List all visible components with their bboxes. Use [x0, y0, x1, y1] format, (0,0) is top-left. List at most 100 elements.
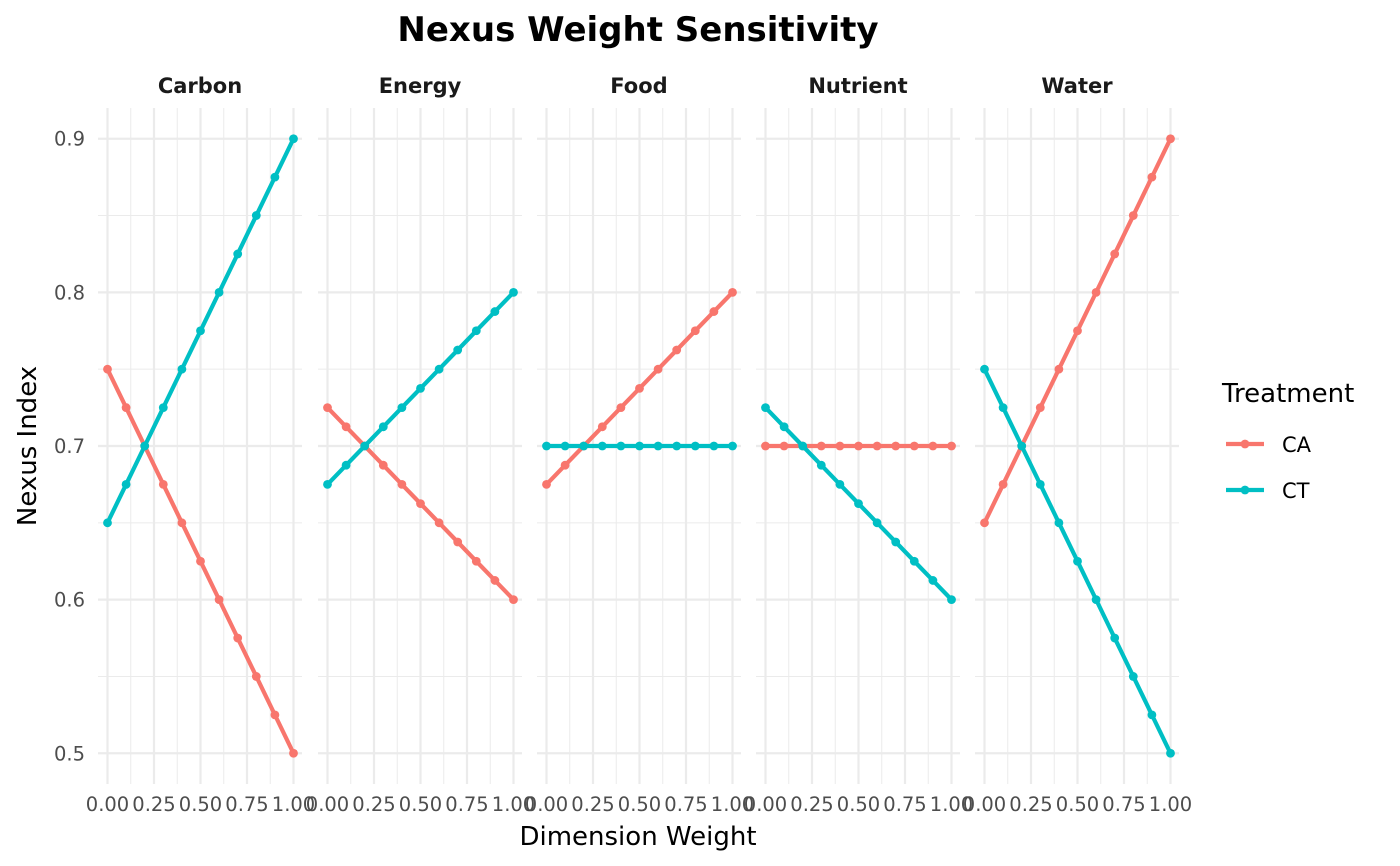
x-tick-label: 0.00 — [744, 793, 787, 816]
data-point — [690, 441, 700, 451]
data-point — [672, 345, 682, 355]
facet-panel-energy: Energy 0.00 0.25 0.50 0.75 1.00 — [306, 74, 535, 816]
x-tick-label: 1.00 — [711, 793, 754, 816]
legend-key-point — [1240, 439, 1250, 449]
x-tick-label: 0.25 — [132, 793, 175, 816]
data-point — [816, 441, 826, 451]
data-point — [434, 364, 444, 374]
data-point — [1035, 480, 1045, 489]
data-point — [397, 480, 407, 489]
data-point — [928, 441, 938, 451]
legend-item-ca: CA — [1226, 433, 1312, 457]
data-point — [140, 441, 150, 451]
data-point — [728, 441, 737, 451]
series-ct — [542, 441, 737, 451]
data-point — [816, 460, 826, 470]
x-tick-label: 1.00 — [492, 793, 535, 816]
series-ca — [542, 287, 737, 489]
data-point — [709, 441, 719, 451]
data-point — [653, 364, 663, 374]
legend-label: CT — [1282, 479, 1310, 503]
data-point — [998, 403, 1008, 412]
data-point — [471, 326, 481, 336]
x-tick-label: 1.00 — [272, 793, 315, 816]
data-point — [397, 403, 407, 412]
data-point — [1110, 633, 1120, 643]
x-tick-label: 0.00 — [963, 793, 1006, 816]
data-point — [378, 422, 388, 432]
x-tick-label: 0.25 — [352, 793, 395, 816]
x-tick-label: 0.25 — [1009, 793, 1052, 816]
data-point — [416, 383, 425, 393]
data-point — [1128, 672, 1138, 681]
data-point — [998, 480, 1008, 489]
data-point — [635, 441, 644, 451]
data-point — [196, 326, 205, 336]
x-tick-label: 0.75 — [445, 793, 488, 816]
data-point — [270, 710, 280, 720]
x-tick-label: 0.50 — [1056, 793, 1099, 816]
chart-title: Nexus Weight Sensitivity — [397, 10, 878, 50]
data-point — [560, 441, 570, 451]
data-point — [251, 211, 261, 220]
data-point — [214, 595, 224, 605]
x-tick-label: 1.00 — [1149, 793, 1192, 816]
facet-panel-carbon: Carbon 0.00 0.25 0.50 0.75 1.00 — [86, 74, 315, 816]
data-point — [1166, 134, 1175, 144]
y-axis-ticks: 0.5 0.6 0.7 0.8 0.9 — [54, 128, 85, 766]
series-ct — [761, 403, 956, 605]
facet-panel-food: Food 0.00 0.25 0.50 0.75 1.00 — [525, 74, 754, 816]
data-point — [854, 441, 863, 451]
x-tick-label: 0.50 — [837, 793, 880, 816]
legend-title: Treatment — [1221, 379, 1354, 409]
x-tick-label: 0.00 — [306, 793, 349, 816]
data-point — [542, 441, 551, 451]
y-tick-label: 0.5 — [54, 742, 85, 765]
series-ca — [323, 403, 518, 605]
y-tick-label: 0.7 — [54, 435, 85, 458]
data-point — [289, 748, 298, 758]
data-point — [177, 518, 187, 528]
data-point — [947, 595, 956, 605]
y-tick-label: 0.6 — [54, 589, 85, 612]
facet-panel-water: Water 0.00 0.25 0.50 0.75 1.00 — [963, 74, 1192, 816]
data-point — [434, 518, 444, 528]
data-point — [835, 441, 845, 451]
data-point — [416, 499, 425, 509]
legend-label: CA — [1282, 433, 1312, 457]
data-point — [251, 672, 261, 681]
data-point — [1073, 326, 1082, 336]
data-point — [323, 403, 332, 412]
data-point — [1091, 287, 1101, 297]
data-point — [103, 364, 112, 374]
data-point — [1054, 518, 1064, 528]
data-point — [854, 499, 863, 509]
x-tick-label: 0.25 — [571, 793, 614, 816]
gridlines — [98, 108, 302, 784]
data-point — [360, 441, 370, 451]
data-point — [509, 595, 518, 605]
y-tick-label: 0.8 — [54, 281, 85, 304]
legend-item-ct: CT — [1226, 479, 1310, 503]
data-point — [177, 364, 187, 374]
data-point — [490, 307, 500, 316]
data-point — [761, 441, 770, 451]
data-point — [891, 441, 901, 451]
data-point — [798, 441, 808, 451]
facet-label: Water — [1041, 74, 1113, 98]
series-ca — [761, 441, 956, 451]
facet-label: Energy — [379, 74, 462, 98]
data-point — [616, 403, 626, 412]
series-ct — [980, 364, 1175, 758]
data-point — [891, 537, 901, 547]
data-point — [1110, 249, 1120, 259]
data-point — [490, 576, 500, 585]
data-point — [653, 441, 663, 451]
data-point — [909, 556, 919, 566]
gridlines — [975, 108, 1179, 784]
data-point — [1147, 172, 1157, 182]
x-tick-label: 0.50 — [179, 793, 222, 816]
legend-key-point — [1240, 485, 1250, 495]
data-point — [233, 249, 243, 259]
